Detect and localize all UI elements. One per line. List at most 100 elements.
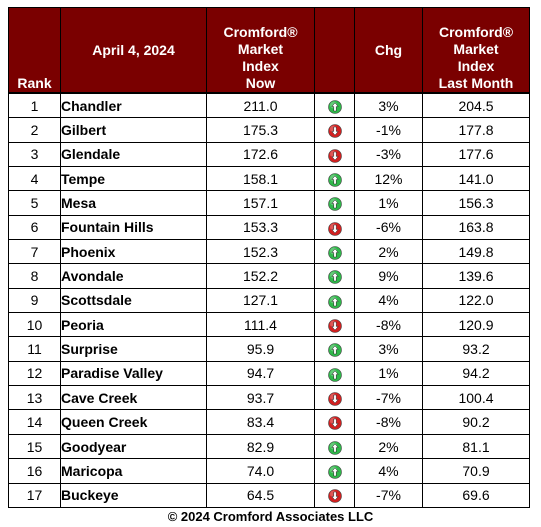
down-arrow-icon [327,221,342,236]
rank-cell: 14 [8,409,61,435]
table-row: 2 Gilbert 175.3 -1% 177.8 [8,117,530,143]
city-cell: Phoenix [60,239,207,265]
change-cell: 4% [354,458,423,484]
rank-cell: 12 [8,360,61,387]
change-cell: 3% [354,92,423,119]
rank-cell: 6 [8,214,61,241]
trend-cell [314,360,355,387]
city-cell: Chandler [60,92,207,119]
rank-cell: 3 [8,141,61,168]
up-arrow-icon [327,367,342,382]
change-cell: 12% [354,166,423,192]
rank-cell: 7 [8,239,61,265]
change-cell: -8% [354,409,423,435]
header-now-line-3: Index [242,58,279,74]
city-cell: Buckeye [60,482,207,509]
index-last-month-cell: 177.6 [422,141,530,168]
table-row: 7 Phoenix 152.3 2% 149.8 [8,239,530,265]
city-cell: Tempe [60,166,207,192]
trend-cell [314,482,355,509]
trend-cell [314,263,355,289]
down-arrow-icon [327,319,342,333]
up-arrow-icon [327,246,342,260]
change-cell: 1% [354,360,423,387]
index-now-cell: 64.5 [206,482,315,509]
index-last-month-cell: 100.4 [422,385,530,411]
city-cell: Cave Creek [60,385,207,411]
up-arrow-icon [327,440,342,455]
change-cell: 2% [354,433,423,460]
up-arrow-icon [327,270,342,285]
rank-cell: 15 [8,433,61,460]
header-date: April 4, 2024 [60,7,207,94]
table-row: 4 Tempe 158.1 12% 141.0 [8,166,530,192]
header-last-line-4: Last Month [438,75,514,91]
index-now-cell: 157.1 [206,190,315,216]
change-cell: -3% [354,141,423,168]
trend-cell [314,214,355,241]
down-arrow-icon [327,416,342,431]
index-now-cell: 152.3 [206,239,315,265]
table-row: 1 Chandler 211.0 3% 204.5 [8,92,530,119]
rank-cell: 11 [8,336,61,362]
trend-cell [314,312,355,338]
city-cell: Surprise [60,336,207,362]
change-cell: -7% [354,385,423,411]
city-cell: Scottsdale [60,287,207,314]
trend-cell [314,92,355,119]
index-last-month-cell: 94.2 [422,360,530,387]
index-now-cell: 93.7 [206,385,315,411]
index-now-cell: 153.3 [206,214,315,241]
city-cell: Glendale [60,141,207,168]
trend-cell [314,458,355,484]
trend-cell [314,190,355,216]
rank-cell: 16 [8,458,61,484]
index-now-cell: 127.1 [206,287,315,314]
table-body: 1 Chandler 211.0 3% 204.5 2 Gilbert 175.3 -1% 177… [8,92,530,509]
index-last-month-cell: 93.2 [422,336,530,362]
city-cell: Peoria [60,312,207,338]
trend-cell [314,287,355,314]
table-row: 9 Scottsdale 127.1 4% 122.0 [8,287,530,314]
down-arrow-icon [327,124,342,138]
index-last-month-cell: 139.6 [422,263,530,289]
header-arrow [314,7,355,94]
header-rank: Rank [8,7,61,94]
rank-cell: 5 [8,190,61,216]
index-now-cell: 83.4 [206,409,315,435]
rank-cell: 1 [8,92,61,119]
header-now-line-4: Now [245,75,276,91]
table-row: 12 Paradise Valley 94.7 1% 94.2 [8,360,530,387]
index-last-month-cell: 120.9 [422,312,530,338]
rank-cell: 8 [8,263,61,289]
trend-cell [314,117,355,143]
city-cell: Fountain Hills [60,214,207,241]
index-last-month-cell: 163.8 [422,214,530,241]
header-index-now: Cromford® Market Index Now [206,7,315,94]
index-last-month-cell: 149.8 [422,239,530,265]
index-now-cell: 158.1 [206,166,315,192]
change-cell: -1% [354,117,423,143]
change-cell: 4% [354,287,423,314]
header-row: Rank April 4, 2024 Cromford® Market Inde… [8,7,530,94]
table-row: 15 Goodyear 82.9 2% 81.1 [8,433,530,460]
index-last-month-cell: 122.0 [422,287,530,314]
index-now-cell: 111.4 [206,312,315,338]
rank-cell: 2 [8,117,61,143]
down-arrow-icon [327,489,342,504]
change-cell: 9% [354,263,423,289]
table-row: 13 Cave Creek 93.7 -7% 100.4 [8,385,530,411]
rank-cell: 17 [8,482,61,509]
index-now-cell: 95.9 [206,336,315,362]
city-cell: Avondale [60,263,207,289]
table-row: 3 Glendale 172.6 -3% 177.6 [8,141,530,168]
trend-cell [314,239,355,265]
down-arrow-icon [327,392,342,406]
index-last-month-cell: 204.5 [422,92,530,119]
table-row: 5 Mesa 157.1 1% 156.3 [8,190,530,216]
city-cell: Paradise Valley [60,360,207,387]
copyright-footer: © 2024 Cromford Associates LLC [167,509,374,524]
rank-cell: 4 [8,166,61,192]
header-last-line-2: Market [453,41,499,57]
table-row: 10 Peoria 111.4 -8% 120.9 [8,312,530,338]
